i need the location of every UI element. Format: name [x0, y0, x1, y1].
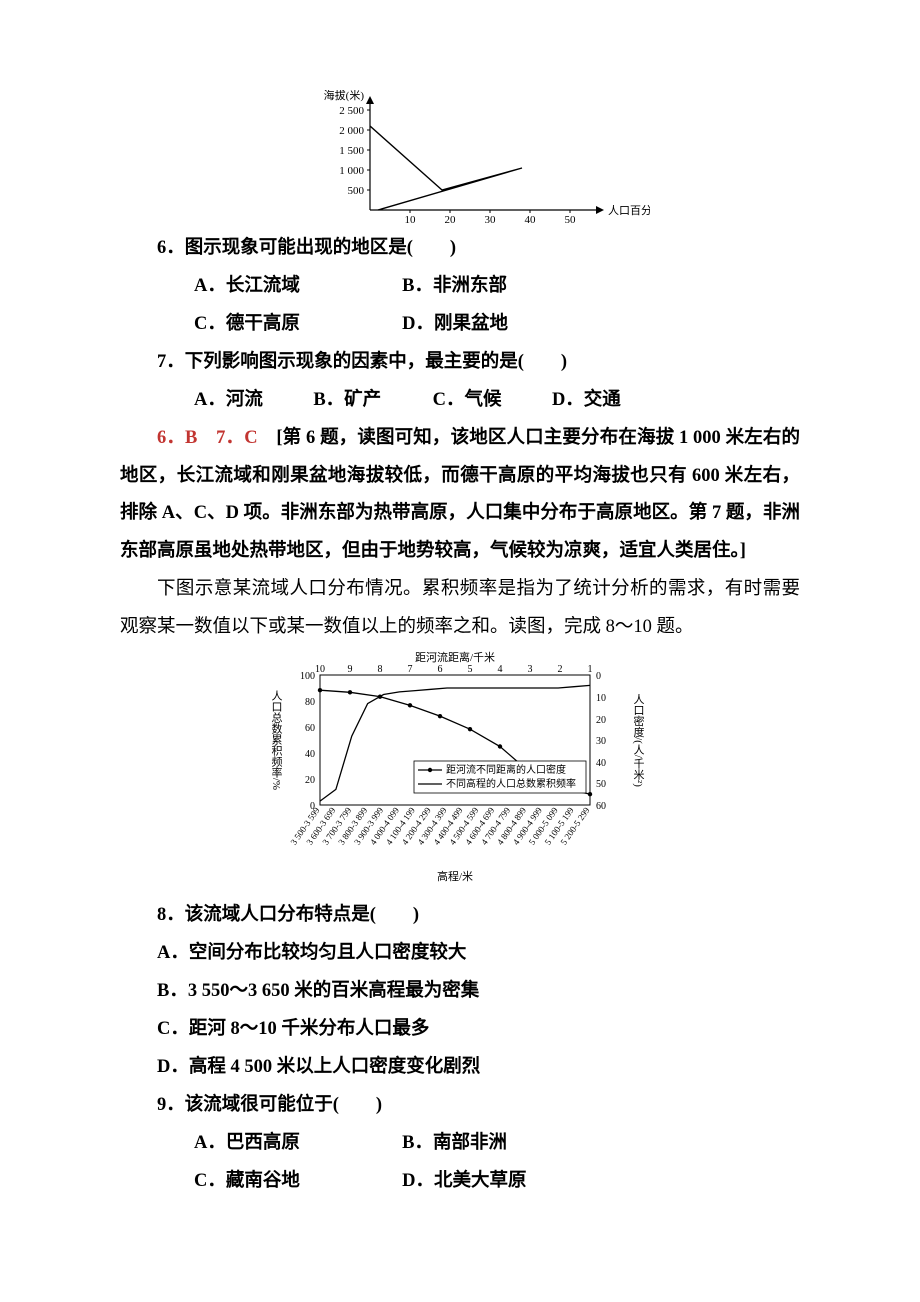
chart1-line [370, 126, 522, 210]
svg-text:10: 10 [315, 664, 325, 675]
ytick: 2 000 [339, 125, 364, 137]
river-population-chart: 距河流距离/千米 10 9 8 7 6 5 4 3 2 1 100 80 60 … [250, 647, 670, 897]
q9-optD: D．北美大草原 [402, 1171, 526, 1191]
chart2-legend: 距河流不同距离的人口密度 不同高程的人口总数累积频率 [414, 761, 586, 793]
svg-text:20: 20 [596, 715, 606, 726]
q7-options: A．河流 B．矿产 C．气候 D．交通 [120, 382, 800, 420]
q7-optD: D．交通 [515, 382, 630, 420]
ytick: 1 000 [339, 165, 364, 177]
svg-text:0: 0 [596, 671, 601, 682]
q7-optA: A．河流 [157, 382, 272, 420]
q9-stem: 9．该流域很可能位于( ) [120, 1087, 800, 1125]
svg-text:40: 40 [305, 749, 315, 760]
ytick: 500 [348, 185, 365, 197]
svg-text:8: 8 [378, 664, 383, 675]
elevation-population-chart: 海拔(米) 2 500 2 000 1 500 1 000 500 10 20 … [270, 90, 650, 230]
q8-optC: C．距河 8～10 千米分布人口最多 [120, 1011, 800, 1049]
q9-options-row1: A．巴西高原 B．南部非洲 [120, 1125, 800, 1163]
q8-optD: D．高程 4 500 米以上人口密度变化剧烈 [120, 1049, 800, 1087]
chart2-right-label: 人口密度/(人/千米²) [632, 693, 645, 787]
ytick: 2 500 [339, 105, 364, 117]
q6-options-row2: C．德干高原 D．刚果盆地 [120, 306, 800, 344]
q6-optB: B．非洲东部 [402, 276, 507, 296]
q7-optC: C．气候 [396, 382, 511, 420]
svg-text:40: 40 [596, 758, 606, 769]
q6-optA: A．长江流域 [157, 268, 398, 306]
chart2-top-label: 距河流距离/千米 [415, 650, 495, 664]
intro-8-10: 下图示意某流域人口分布情况。累积频率是指为了统计分析的需求，有时需要观察某一数值… [120, 571, 800, 647]
ytick: 1 500 [339, 145, 364, 157]
svg-text:3: 3 [528, 664, 533, 675]
q9-options-row2: C．藏南谷地 D．北美大草原 [120, 1163, 800, 1201]
q6-stem: 6．图示现象可能出现的地区是( ) [120, 230, 800, 268]
chart2-xticks: 3 500-3 5993 600-3 6993 700-3 7993 800-3… [288, 805, 591, 847]
q8-optA: A．空间分布比较均匀且人口密度较大 [120, 935, 800, 973]
q8-optB: B．3 550～3 650 米的百米高程最为密集 [120, 973, 800, 1011]
svg-text:1: 1 [588, 664, 593, 675]
q9-optA: A．巴西高原 [157, 1125, 398, 1163]
chart2-left-ticks: 100 80 60 40 20 0 [300, 671, 315, 812]
svg-text:5: 5 [468, 664, 473, 675]
svg-text:60: 60 [305, 723, 315, 734]
xtick: 50 [565, 214, 577, 226]
q6-options-row1: A．长江流域 B．非洲东部 [120, 268, 800, 306]
chart2-right-ticks: 0 10 20 30 40 50 60 [596, 671, 606, 812]
svg-text:2: 2 [558, 664, 563, 675]
answer-6-7-head: 6．B 7．C [157, 428, 258, 448]
svg-text:60: 60 [596, 801, 606, 812]
q7-stem: 7．下列影响图示现象的因素中，最主要的是( ) [120, 344, 800, 382]
q6-optD: D．刚果盆地 [402, 314, 508, 334]
svg-text:9: 9 [348, 664, 353, 675]
svg-text:20: 20 [305, 775, 315, 786]
chart2-left-label: 人口总数累积频率/% [270, 690, 283, 791]
svg-text:80: 80 [305, 697, 315, 708]
chart1-y-label: 海拔(米) [324, 90, 365, 102]
svg-text:50: 50 [596, 779, 606, 790]
svg-text:6: 6 [438, 664, 443, 675]
q9-optB: B．南部非洲 [402, 1133, 507, 1153]
xtick: 20 [445, 214, 457, 226]
svg-text:100: 100 [300, 671, 315, 682]
xtick: 40 [525, 214, 537, 226]
page: 海拔(米) 2 500 2 000 1 500 1 000 500 10 20 … [0, 0, 920, 1261]
q8-stem: 8．该流域人口分布特点是( ) [120, 897, 800, 935]
chart1-x-label: 人口百分比(%) [608, 204, 650, 217]
svg-text:10: 10 [596, 693, 606, 704]
q9-optC: C．藏南谷地 [157, 1163, 398, 1201]
chart2-x-label: 高程/米 [437, 869, 473, 883]
svg-text:距河流不同距离的人口密度: 距河流不同距离的人口密度 [446, 763, 566, 776]
q7-optB: B．矿产 [276, 382, 391, 420]
svg-text:4: 4 [498, 664, 503, 675]
q6-optC: C．德干高原 [157, 306, 398, 344]
svg-text:7: 7 [408, 664, 413, 675]
chart2-top-ticks: 10 9 8 7 6 5 4 3 2 1 [315, 664, 593, 675]
svg-text:不同高程的人口总数累积频率: 不同高程的人口总数累积频率 [446, 777, 576, 790]
svg-text:30: 30 [596, 736, 606, 747]
answer-6-7: 6．B 7．C [第 6 题，读图可知，该地区人口主要分布在海拔 1 000 米… [120, 420, 800, 572]
xtick: 30 [485, 214, 497, 226]
xtick: 10 [405, 214, 417, 226]
